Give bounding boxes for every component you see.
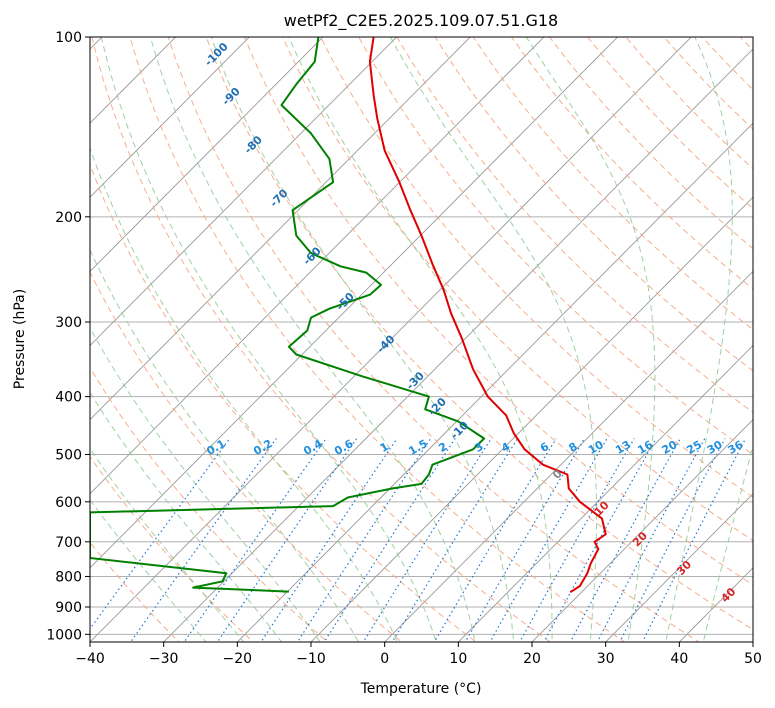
dry-adiabat-line: [90, 366, 329, 642]
x-tick-label: 10: [449, 651, 467, 667]
moist-adiabat-line: [90, 326, 321, 642]
temperature-profile: [368, 37, 607, 594]
dry-adiabat-line: [396, 37, 753, 413]
background-lines: [0, 0, 753, 659]
isotherm-line: [310, 196, 753, 642]
isotherm-line: [384, 270, 753, 642]
axes: −40 −30 −20 −10 0 10 20 30 40 50 100 200 300 400 500 60…: [46, 30, 762, 667]
dry-adiabat-line: [91, 37, 552, 642]
mixing-ratio-line: [260, 438, 398, 642]
mixing-ratio-line: [90, 438, 231, 630]
isotherm-line: [90, 37, 250, 198]
isotherm-line: [90, 37, 619, 569]
mixing-ratio-line: [489, 438, 608, 642]
isotherm-line: [605, 493, 753, 642]
moist-adiabat-line: [702, 443, 753, 642]
x-tick-label: −20: [223, 651, 253, 667]
y-tick-label: 500: [55, 448, 82, 464]
dry-adiabat-line: [90, 541, 180, 642]
y-tick-label: 1000: [46, 627, 82, 643]
y-tick-label: 600: [55, 495, 82, 511]
moist-adiabat-line: [90, 498, 207, 642]
dry-adiabat-line: [243, 37, 753, 586]
moist-adiabat-line: [100, 37, 437, 642]
x-axis-title: Temperature (°C): [360, 681, 482, 697]
mixing-ratio-line: [323, 438, 456, 642]
y-tick-label: 400: [55, 390, 82, 406]
mixing-ratio-line: [543, 438, 657, 642]
moist-adiabat-line: [665, 37, 733, 642]
x-tick-label: 30: [597, 651, 615, 667]
x-tick-label: −40: [75, 651, 105, 667]
plot-frame: [89, 36, 754, 643]
moist-adiabat-line: [149, 37, 476, 642]
mixing-ratio-line: [129, 438, 277, 642]
x-tick-label: 50: [744, 651, 762, 667]
isotherm-line: [457, 344, 753, 642]
isotherm-line: [90, 37, 398, 347]
isotherm-line: [90, 37, 177, 124]
chart-title: wetPf2_C2E5.2025.109.07.51.G18: [284, 11, 558, 31]
moist-adiabat-line: [90, 146, 398, 642]
mixing-ratio-line: [596, 438, 706, 642]
isotherm-line: [90, 37, 692, 642]
moist-adiabat-line: [288, 37, 553, 642]
moist-adiabat-line: [210, 37, 515, 642]
isotherm-line: [0, 0, 12, 659]
mixing-ratio-line: [296, 438, 432, 642]
moist-adiabat-line: [389, 37, 597, 642]
moist-adiabat-line: [90, 447, 245, 642]
mixing-ratio-line: [216, 438, 358, 642]
y-tick-label: 700: [55, 535, 82, 551]
dry-adiabat-line: [90, 270, 403, 642]
isotherm-line: [90, 37, 545, 495]
y-tick-label: 300: [55, 315, 82, 331]
dry-adiabat-line: [90, 455, 254, 642]
isotherm-line: [163, 48, 753, 642]
y-tick-label: 100: [55, 30, 82, 46]
dry-adiabat-line: [472, 37, 753, 331]
dewpoint-profile: [90, 37, 486, 593]
x-tick-label: 40: [670, 651, 688, 667]
y-tick-label: 800: [55, 569, 82, 585]
isotherm-line: [90, 37, 324, 273]
moist-adiabat-line: [90, 248, 360, 642]
x-tick-label: −10: [296, 651, 326, 667]
isotherm-line: [531, 419, 753, 642]
moist-adiabat-line: [90, 391, 283, 642]
dry-adiabat-line: [167, 37, 700, 642]
isotherm-line: [236, 122, 753, 642]
mixing-ratio-line: [183, 438, 327, 642]
moist-adiabat-line: [525, 37, 656, 642]
x-tick-label: 0: [380, 651, 389, 667]
mixing-ratio-line: [362, 438, 492, 642]
y-axis-title: Pressure (hPa): [12, 289, 28, 389]
x-tick-label: 20: [523, 651, 541, 667]
y-tick-label: 200: [55, 210, 82, 226]
data-lines: [90, 37, 607, 594]
dry-adiabat-line: [434, 37, 753, 372]
isotherm-line: [90, 37, 471, 421]
y-tick-label: 900: [55, 600, 82, 616]
x-tick-label: −30: [149, 651, 179, 667]
dry-adiabat-line: [90, 163, 477, 642]
mixing-ratio-line: [519, 438, 635, 642]
mixing-ratio-line: [464, 438, 586, 642]
